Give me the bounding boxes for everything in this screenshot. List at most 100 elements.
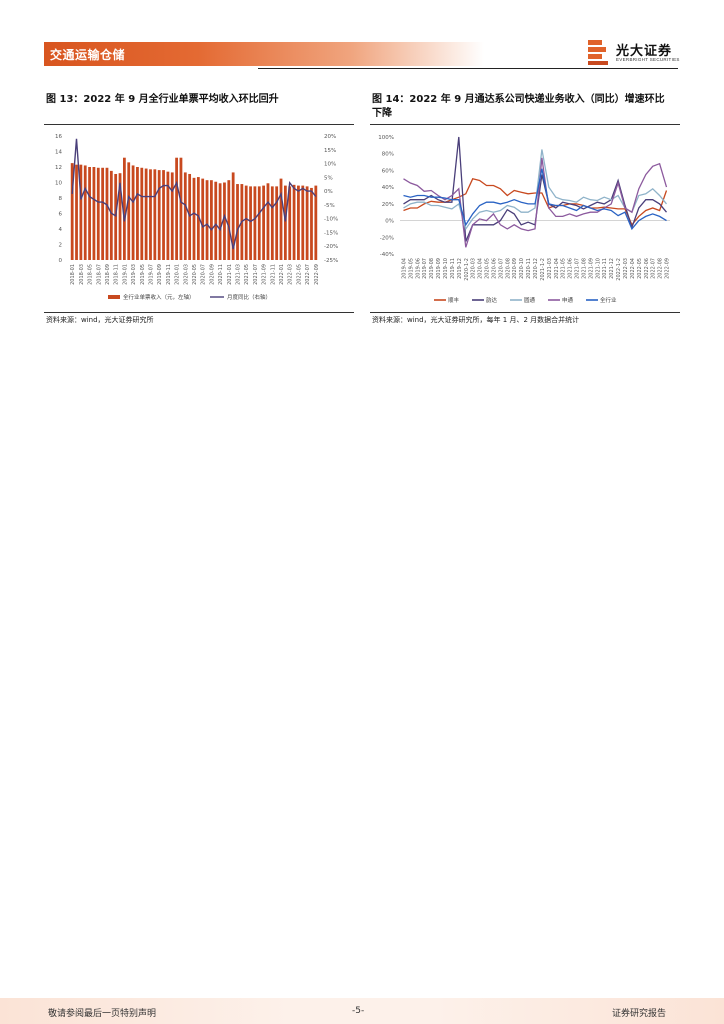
y-left-tick-label: 8 xyxy=(59,196,63,202)
legend-label: 韵达 xyxy=(486,296,498,304)
y-left-tick-label: 4 xyxy=(59,227,63,233)
x-tick-label: 2019-04 xyxy=(401,258,407,279)
bar-mark xyxy=(157,170,161,260)
figure-14-bottom-rule xyxy=(370,312,680,313)
bar-mark xyxy=(144,168,148,260)
x-tick-label: 2019-06 xyxy=(415,258,421,279)
figure-14-source: 资料来源：wind，光大证券研究所，每年 1 月、2 月数据合并统计 xyxy=(372,316,580,324)
y-left-tick-label: 0 xyxy=(59,258,63,264)
x-tick-label: 2019-11 xyxy=(166,264,172,285)
y-left-tick-label: 12 xyxy=(55,165,62,171)
bar-mark xyxy=(236,184,239,260)
y-right-tick-label: 0% xyxy=(324,189,333,195)
x-tick-label: 2019-05 xyxy=(140,264,146,285)
x-tick-label: 2020-03 xyxy=(183,264,189,285)
x-tick-label: 2020-04 xyxy=(478,258,484,279)
legend-label: 全行业单票收入（元，左轴） xyxy=(123,293,195,301)
legend-label: 圆通 xyxy=(524,296,536,304)
x-tick-label: 2022-01 xyxy=(279,264,285,285)
bar-mark xyxy=(270,186,274,260)
figure-13-chart: 0 2 4 6 8 10 12 14 16 -25% -20% -15% -10% -5% 0% 5% 10% 1… xyxy=(55,134,338,301)
y-tick-label: 60% xyxy=(382,168,394,174)
y-tick-label: 80% xyxy=(382,152,394,158)
y-tick-label: 0% xyxy=(385,219,394,225)
bar-mark xyxy=(244,185,248,260)
legend-bar-swatch xyxy=(108,295,120,299)
x-tick-label: 2019-09 xyxy=(436,258,442,279)
x-tick-label: 2022-08 xyxy=(658,258,664,279)
bar-mark xyxy=(183,172,187,260)
y-left-tick-label: 10 xyxy=(55,181,62,187)
y-left-tick-label: 2 xyxy=(59,243,63,249)
y-right-tick-label: -5% xyxy=(324,203,335,209)
bar-mark xyxy=(105,167,109,260)
bar-mark xyxy=(214,181,218,260)
x-tick-label: 2021-04 xyxy=(554,258,560,279)
y-left-tick-label: 16 xyxy=(55,134,62,140)
x-tick-label: 2019-11 xyxy=(450,258,456,279)
x-tick-label: 2020-07 xyxy=(201,264,207,285)
bar-mark xyxy=(149,169,152,260)
bar-mark xyxy=(122,157,126,260)
x-tick-label: 2020-09 xyxy=(209,264,215,285)
bar-mark xyxy=(170,172,174,260)
x-tick-label: 2022-03 xyxy=(623,258,629,279)
y-right-tick-label: -15% xyxy=(324,230,338,236)
bar-mark xyxy=(79,164,83,260)
x-tick-label: 2019-10 xyxy=(443,258,449,279)
bar-mark xyxy=(205,180,209,260)
x-tick-label: 2020-11 xyxy=(218,264,224,285)
x-tick-label: 2022-03 xyxy=(288,264,294,285)
legend-label: 全行业 xyxy=(600,296,617,304)
y-tick-label: 100% xyxy=(378,135,394,141)
x-tick-label: 2019-07 xyxy=(422,258,428,279)
x-tick-label: 2021-05 xyxy=(244,264,250,285)
bar-mark xyxy=(257,186,261,260)
bar-mark xyxy=(297,185,300,260)
y-tick-label: 20% xyxy=(382,202,394,208)
bar-mark xyxy=(175,157,178,260)
bar-mark xyxy=(196,177,200,260)
legend-label: 顺丰 xyxy=(448,296,460,304)
bar-mark xyxy=(218,183,222,260)
x-tick-label: 2022-06 xyxy=(644,258,650,279)
footer-bar xyxy=(0,998,724,1024)
bar-mark xyxy=(231,172,235,260)
bar-mark xyxy=(179,157,183,260)
series-line xyxy=(403,168,667,231)
x-tick-label: 2019-09 xyxy=(157,264,163,285)
header-divider xyxy=(258,68,678,69)
figure-13-bottom-rule xyxy=(44,312,354,313)
y-right-tick-label: 20% xyxy=(324,134,336,140)
x-tick-label: 2018-03 xyxy=(79,264,85,285)
x-tick-label: 2021-05 xyxy=(561,258,567,279)
bar-mark xyxy=(153,169,157,260)
x-tick-label: 2020-03 xyxy=(471,258,477,279)
x-tick-label: 2020-05 xyxy=(485,258,491,279)
x-tick-label: 2021-09 xyxy=(588,258,594,279)
bar-mark xyxy=(114,173,118,260)
logo-text-en: EVERBRIGHT SECURITIES xyxy=(616,57,680,62)
x-tick-label: 2018-01 xyxy=(70,264,76,285)
x-tick-label: 2021-11 xyxy=(270,264,276,285)
x-tick-label: 2021-07 xyxy=(253,264,259,285)
x-tick-label: 2019-01 xyxy=(122,264,128,285)
y-right-tick-label: -20% xyxy=(324,244,338,250)
bar-mark xyxy=(301,185,305,260)
x-tick-label: 2021-06 xyxy=(568,258,574,279)
x-tick-label: 2018-07 xyxy=(96,264,102,285)
footer-disclaimer[interactable]: 敬请参阅最后一页特别声明 xyxy=(48,1009,157,1019)
x-tick-label: 2020-01 xyxy=(175,264,181,285)
x-tick-label: 2020-11 xyxy=(526,258,532,279)
x-tick-label: 2020-06 xyxy=(491,258,497,279)
x-tick-label: 2022-05 xyxy=(637,258,643,279)
everbright-logo-icon xyxy=(588,40,608,65)
y-right-tick-label: -10% xyxy=(324,217,338,223)
figure-13-source: 资料来源：wind，光大证券研究所 xyxy=(46,316,154,324)
figure-13-top-rule xyxy=(44,124,354,125)
bar-mark xyxy=(253,186,257,260)
bar-mark xyxy=(249,186,252,260)
series-line xyxy=(403,149,668,231)
y-right-tick-label: 10% xyxy=(324,162,336,168)
x-tick-label: 2019-03 xyxy=(131,264,137,285)
